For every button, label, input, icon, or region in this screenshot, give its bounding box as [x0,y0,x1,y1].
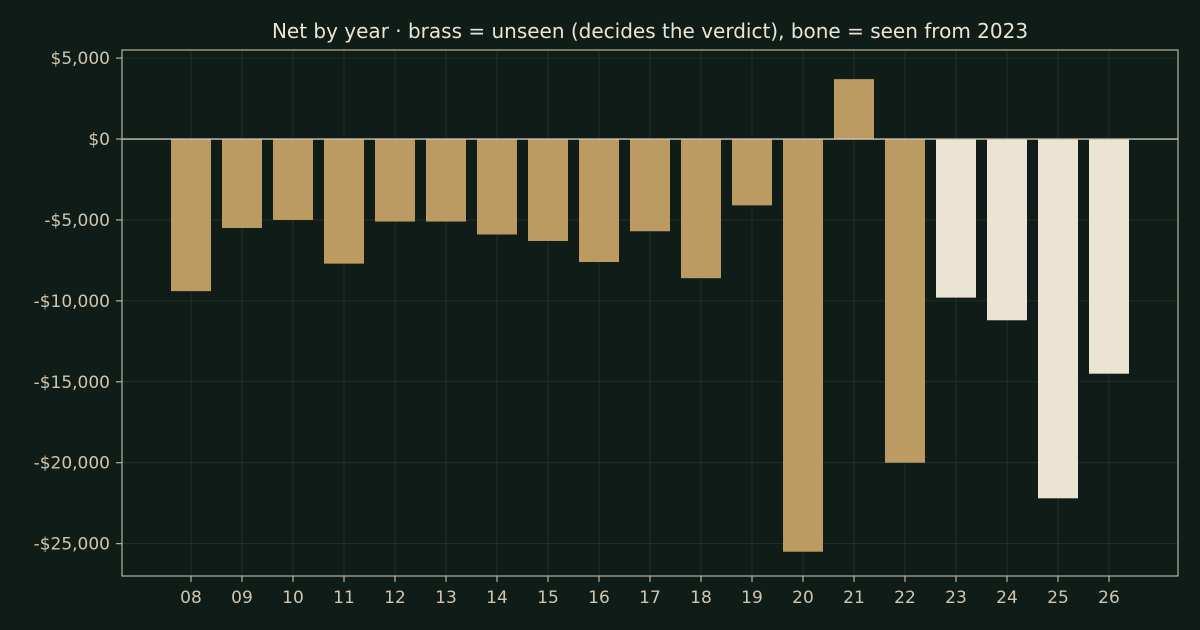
x-tick-label: 12 [384,588,406,608]
x-tick-label: 21 [843,588,865,608]
chart-title: Net by year · brass = unseen (decides th… [272,19,1028,43]
x-tick-label: 16 [588,588,610,608]
bar-15 [528,139,568,241]
bar-22 [885,139,925,463]
bar-09 [222,139,262,229]
y-tick-label: $5,000 [51,49,110,69]
bar-10 [273,139,313,220]
bar-13 [426,139,466,222]
bar-21 [834,79,874,140]
bar-23 [936,139,976,298]
bar-19 [732,139,772,206]
x-tick-label: 13 [435,588,457,608]
y-tick-label: -$10,000 [34,292,110,312]
bar-24 [987,139,1027,321]
y-tick-label: -$20,000 [34,454,110,474]
x-tick-label: 20 [792,588,814,608]
x-tick-label: 25 [1047,588,1069,608]
x-tick-label: 09 [231,588,253,608]
y-tick-label: -$5,000 [44,211,110,231]
axis-layer: $5,000 $0 -$5,000 -$10,000 -$15,000 -$20,000 -… [34,49,1179,608]
x-tick-label: 22 [894,588,916,608]
x-tick-label: 26 [1098,588,1120,608]
bar-08 [171,139,211,292]
y-tick-label: -$15,000 [34,373,110,393]
bar-16 [579,139,619,263]
x-tick-label: 10 [282,588,304,608]
x-tick-label: 18 [690,588,712,608]
plot-frame [121,49,1179,577]
y-tick-label: -$25,000 [34,535,110,555]
bar-18 [681,139,721,279]
bar-20 [783,139,823,552]
x-tick-label: 14 [486,588,508,608]
bars-layer [171,79,1129,552]
y-tick-label: $0 [88,130,110,150]
bar-17 [630,139,670,232]
x-tick-label: 23 [945,588,967,608]
bar-26 [1089,139,1129,374]
bar-12 [375,139,415,222]
x-tick-label: 08 [180,588,202,608]
x-tick-label: 15 [537,588,559,608]
bar-25 [1038,139,1078,499]
x-tick-label: 11 [333,588,355,608]
x-tick-label: 19 [741,588,763,608]
bar-11 [324,139,364,264]
bar-14 [477,139,517,235]
x-tick-label: 17 [639,588,661,608]
x-tick-label: 24 [996,588,1018,608]
